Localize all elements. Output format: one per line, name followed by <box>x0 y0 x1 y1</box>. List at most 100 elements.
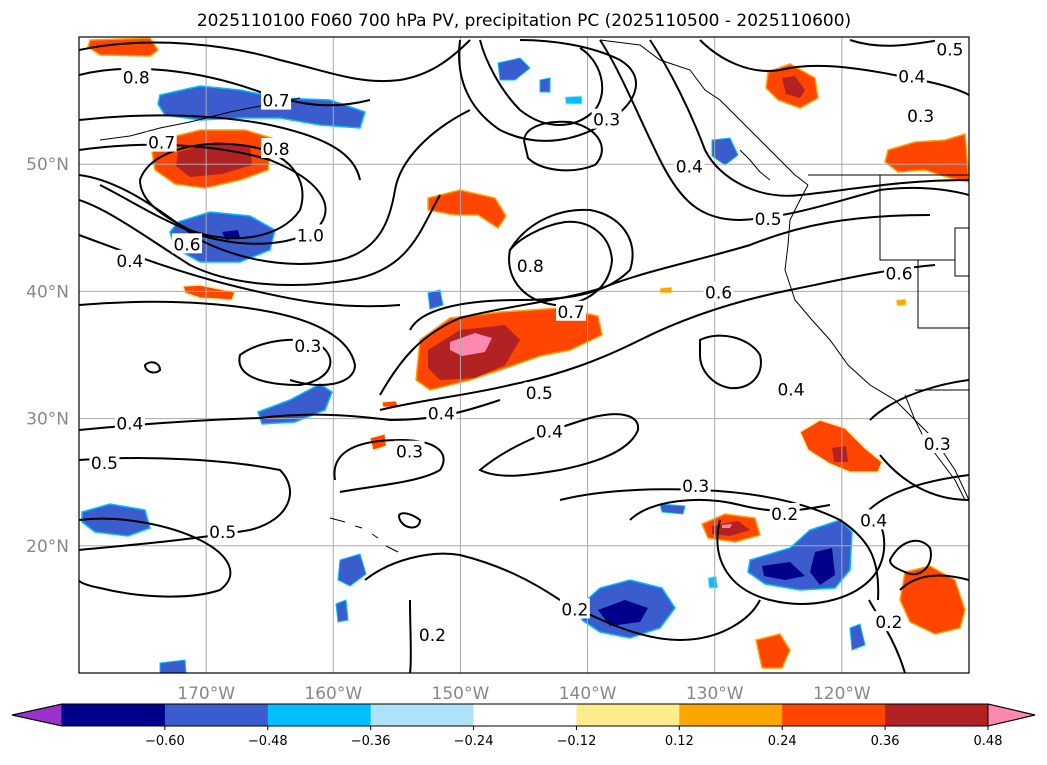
colorbar-segment-4 <box>473 704 577 726</box>
precip-negative-area <box>159 659 187 673</box>
contour-label-19: 0.4 <box>116 415 143 435</box>
precip-strong-negative-area <box>598 600 648 626</box>
contour-label-20: 0.5 <box>91 454 118 474</box>
precip-strong-negative-area <box>810 548 835 585</box>
colorbar-segment-1 <box>164 704 269 726</box>
y-tick-label-0: 50°N <box>26 155 69 175</box>
map-frame <box>78 36 970 674</box>
contour-label-32: 0.2 <box>875 613 902 633</box>
chart-title: 2025110100 F060 700 hPa PV, precipitatio… <box>197 11 851 31</box>
contour-label-14: 0.8 <box>517 257 544 277</box>
pv-contour <box>79 457 291 551</box>
pv-contour <box>379 264 936 411</box>
pv-contour <box>869 379 969 421</box>
precip-peak-area <box>722 524 732 528</box>
contour-label-halo <box>295 224 326 245</box>
colorbar-segment-3 <box>370 704 475 726</box>
pv-contour <box>699 334 762 390</box>
contour-label-4: 1.0 <box>297 226 324 246</box>
contour-label-halo <box>934 38 965 59</box>
contour-label-3: 0.8 <box>263 140 290 160</box>
colorbar-tick-label-0: −0.60 <box>145 734 185 749</box>
pv-contour <box>888 539 932 576</box>
contour-label-halo <box>534 420 565 441</box>
contour-label-halo <box>417 623 448 644</box>
y-axis-ticks: 50°N 40°N 30°N 20°N <box>26 155 69 557</box>
colorbar-segment-5 <box>576 704 680 726</box>
contour-label-halo <box>207 520 238 541</box>
map-layers <box>79 37 969 673</box>
contour-label-halo <box>114 249 145 270</box>
precip-positive-area <box>755 633 791 669</box>
contour-label-halo <box>515 254 546 275</box>
pv-contour <box>398 512 422 529</box>
pv-contour <box>79 194 441 286</box>
contour-label-15: 0.7 <box>558 303 585 323</box>
colorbar-segment-8 <box>885 704 989 726</box>
contour-label-halo <box>896 65 927 86</box>
pv-contour <box>479 39 604 126</box>
precip-strong-area <box>712 521 750 536</box>
precip-strong-negative-area <box>762 562 805 580</box>
contour-label-halo <box>873 611 904 632</box>
contour-label-halo <box>753 207 784 228</box>
precip-negative-area <box>539 77 551 93</box>
contour-label-halo <box>114 412 145 433</box>
contour-label-halo <box>776 378 806 399</box>
precip-positive-area <box>427 189 507 230</box>
contour-label-22: 0.4 <box>536 422 563 442</box>
contour-label-halo <box>261 137 292 158</box>
precip-positive-area <box>182 284 237 301</box>
contour-label-halo <box>559 598 590 619</box>
contour-label-halo <box>426 402 457 423</box>
x-tick-label-5: 120°W <box>813 684 871 704</box>
contour-label-18: 0.3 <box>294 337 321 357</box>
pv-contour <box>508 220 614 307</box>
pv-contour <box>899 574 969 591</box>
colorbar-tick-label-3: −0.24 <box>454 734 494 749</box>
contour-label-6: 0.4 <box>116 252 143 272</box>
contour-label-halo <box>121 66 152 87</box>
contour-label-31: 0.2 <box>419 626 446 646</box>
contour-label-halo <box>591 108 622 129</box>
contour-label-halo <box>884 262 915 283</box>
contour-label-10: 0.6 <box>886 265 913 285</box>
colorbar-segment-2 <box>267 704 372 726</box>
pv-contour <box>716 509 886 605</box>
precip-positive-area <box>799 419 883 473</box>
contour-label-halo <box>858 509 889 530</box>
colorbar-tick-label-4: −0.12 <box>557 734 597 749</box>
pv-contour <box>699 39 969 96</box>
contour-label-25: 0.3 <box>924 435 951 455</box>
contour-label-halo <box>89 452 120 473</box>
contour-label-13: 0.5 <box>936 41 963 61</box>
precip-positive-area <box>659 286 673 294</box>
state-boundaries <box>879 175 969 329</box>
x-tick-label-3: 140°W <box>559 684 617 704</box>
y-tick-label-3: 20°N <box>26 537 69 557</box>
colorbar-tick-label-7: 0.36 <box>871 734 900 749</box>
pv-contour <box>409 208 634 331</box>
x-tick-label-4: 130°W <box>686 684 744 704</box>
contour-label-halo <box>703 281 734 302</box>
pv-contour <box>879 454 969 501</box>
contour-label-1: 0.7 <box>263 92 290 112</box>
precip-negative-area <box>564 95 583 105</box>
contour-label-halo <box>146 131 177 152</box>
contour-label-29: 0.5 <box>209 523 236 543</box>
contour-label-halo <box>680 475 711 496</box>
british-columbia-islands <box>739 149 771 181</box>
graticule <box>79 37 969 673</box>
contour-label-halo <box>674 155 705 176</box>
pv-contour <box>79 114 361 181</box>
precip-negative-area <box>659 503 686 515</box>
contour-label-halo <box>769 503 800 523</box>
pv-contours <box>79 39 969 673</box>
pv-contour <box>649 39 969 197</box>
contour-label-17: 0.5 <box>526 384 553 404</box>
colorbar-tick-label-2: −0.36 <box>351 734 391 749</box>
precip-negative-area <box>497 57 531 81</box>
colorbar: −0.60 −0.48 −0.36 −0.24 −0.12 0.12 0.24 0.36 0.4… <box>11 703 1036 749</box>
contour-label-16: 0.6 <box>705 284 732 304</box>
